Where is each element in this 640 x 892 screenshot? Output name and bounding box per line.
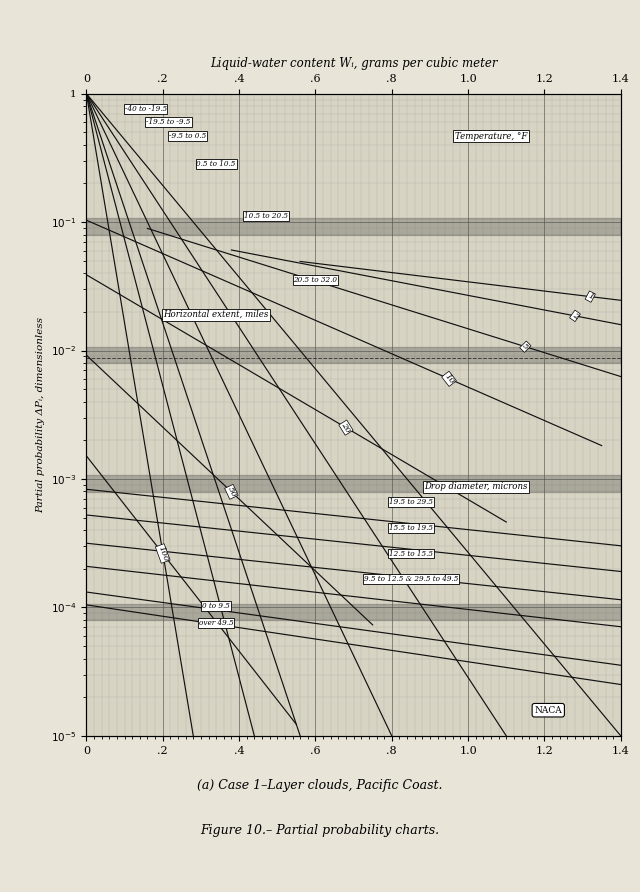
Y-axis label: Partial probability ΔPᵢ, dimensionless: Partial probability ΔPᵢ, dimensionless bbox=[36, 317, 45, 513]
X-axis label: Liquid-water content Wᵢ, grams per cubic meter: Liquid-water content Wᵢ, grams per cubic… bbox=[210, 57, 497, 70]
Text: 0.5 to 10.5: 0.5 to 10.5 bbox=[196, 161, 236, 169]
Text: 2: 2 bbox=[570, 311, 579, 321]
Text: over 49.5: over 49.5 bbox=[199, 619, 234, 627]
Text: 1: 1 bbox=[586, 292, 595, 301]
Text: -9.5 to 0.5: -9.5 to 0.5 bbox=[169, 132, 206, 140]
Text: 15.5 to 19.5: 15.5 to 19.5 bbox=[389, 524, 433, 532]
Bar bbox=[86, 604, 621, 620]
Text: (a) Case 1–Layer clouds, Pacific Coast.: (a) Case 1–Layer clouds, Pacific Coast. bbox=[197, 780, 443, 792]
Bar bbox=[86, 475, 621, 491]
Text: 10.5 to 20.5: 10.5 to 20.5 bbox=[244, 211, 288, 219]
Text: -40 to -19.5: -40 to -19.5 bbox=[125, 105, 166, 113]
Text: 5: 5 bbox=[521, 342, 530, 351]
Text: Horizontal extent, miles: Horizontal extent, miles bbox=[164, 310, 269, 319]
Text: 100: 100 bbox=[156, 544, 169, 563]
Text: 10: 10 bbox=[443, 372, 456, 385]
Text: Temperature, °F: Temperature, °F bbox=[455, 131, 527, 141]
Text: 50: 50 bbox=[225, 485, 237, 499]
Text: Figure 10.– Partial probability charts.: Figure 10.– Partial probability charts. bbox=[200, 824, 440, 837]
Text: -19.5 to -9.5: -19.5 to -9.5 bbox=[147, 118, 191, 126]
Text: 20: 20 bbox=[340, 421, 352, 434]
Text: 0 to 9.5: 0 to 9.5 bbox=[202, 602, 230, 610]
Text: 19.5 to 29.5: 19.5 to 29.5 bbox=[389, 498, 433, 506]
Bar bbox=[86, 219, 621, 235]
Text: NACA: NACA bbox=[534, 706, 562, 714]
Text: 12.5 to 15.5: 12.5 to 15.5 bbox=[389, 549, 433, 558]
Text: 9.5 to 12.5 & 29.5 to 49.5: 9.5 to 12.5 & 29.5 to 49.5 bbox=[364, 575, 458, 583]
Bar bbox=[86, 347, 621, 363]
Text: Drop diameter, microns: Drop diameter, microns bbox=[424, 483, 527, 491]
Text: 20.5 to 32.0: 20.5 to 32.0 bbox=[293, 276, 337, 284]
